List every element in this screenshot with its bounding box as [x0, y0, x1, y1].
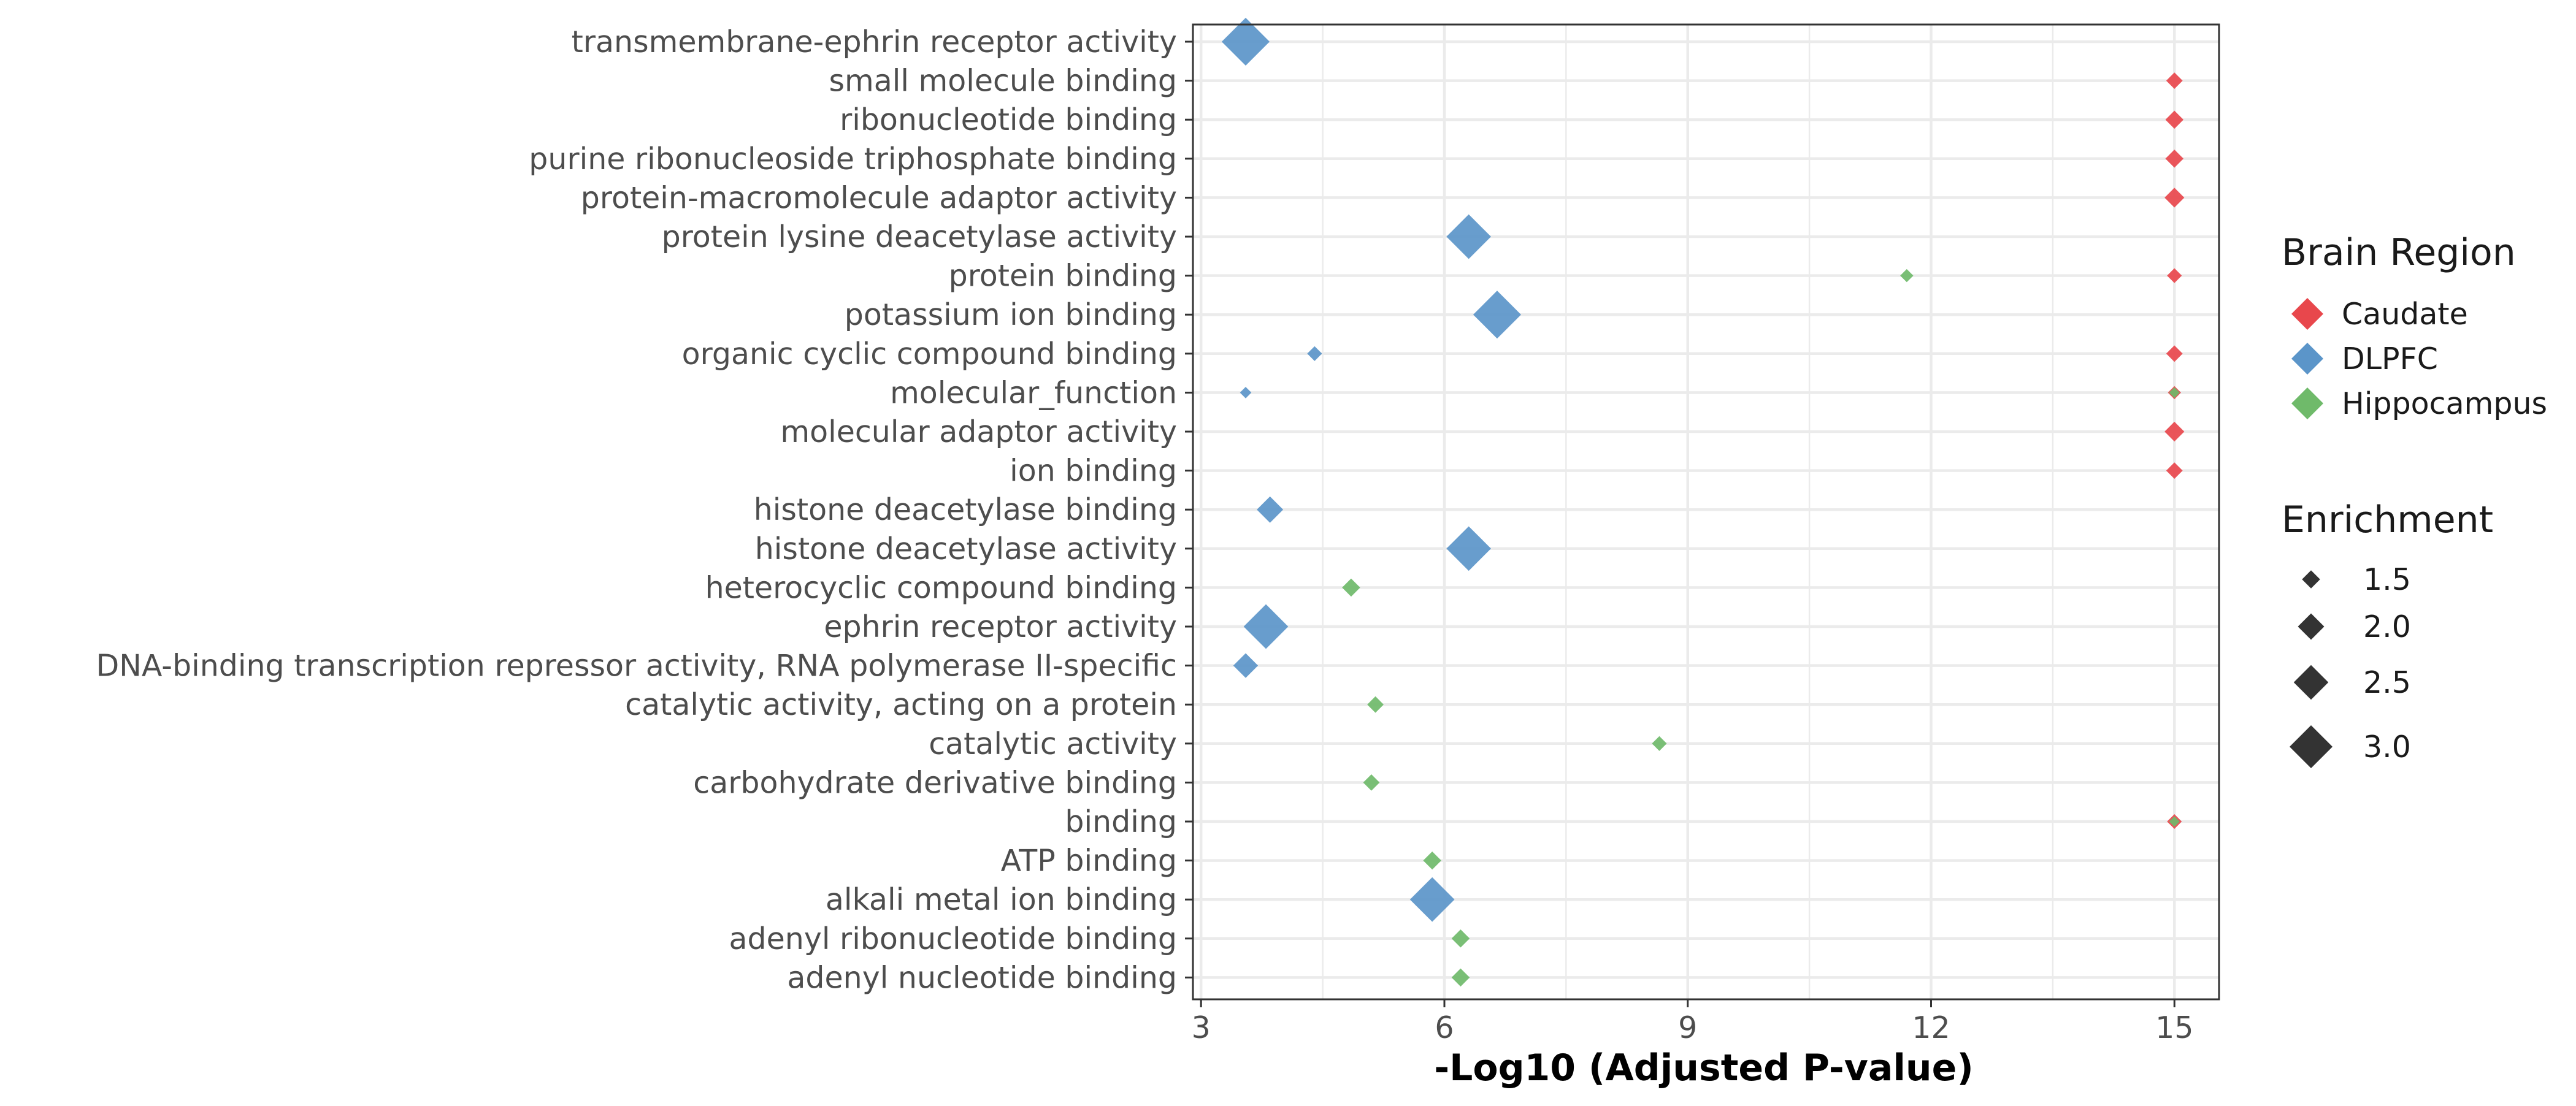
size-legend-label: 1.5 [2363, 562, 2411, 597]
y-tick-label: ephrin receptor activity [824, 609, 1177, 644]
point-caudate-purine-ribonucleoside-triphosphate-binding [2165, 150, 2184, 168]
point-hippocampus-atp-binding [1423, 851, 1441, 870]
y-tick-label: alkali metal ion binding [826, 882, 1177, 917]
point-dlpfc-potassium-ion-binding [1473, 291, 1521, 339]
y-tick-label: catalytic activity [929, 727, 1177, 761]
legend-key-dlpfc [2291, 343, 2323, 375]
color-legend-title: Brain Region [2282, 231, 2516, 274]
point-hippocampus-adenyl-ribonucleotide-binding [1451, 929, 1470, 948]
legend-label-dlpfc: DLPFC [2342, 341, 2438, 376]
point-hippocampus-catalytic-activity [1652, 736, 1667, 751]
point-caudate-molecular-adaptor-activity [2164, 421, 2185, 442]
point-caudate-small-molecule-binding [2166, 72, 2183, 89]
y-tick-label: catalytic activity, acting on a protein [625, 687, 1177, 722]
point-hippocampus-adenyl-nucleotide-binding [1451, 968, 1470, 987]
legend-key-caudate [2291, 298, 2323, 330]
grid [1193, 25, 2219, 999]
point-dlpfc-histone-deacetylase-activity [1446, 526, 1492, 571]
legend: Brain Region Enrichment Caudate DLPFC Hipp… [2282, 231, 2547, 768]
point-hippocampus-carbohydrate-derivative-binding [1363, 774, 1380, 791]
size-legend-key [2298, 613, 2325, 640]
point-dlpfc-molecular-function [1240, 387, 1252, 399]
point-caudate-ribonucleotide-binding [2165, 110, 2184, 129]
point-caudate-ion-binding [2166, 462, 2183, 479]
y-tick-label: transmembrane-ephrin receptor activity [572, 25, 1177, 59]
y-tick-label: adenyl nucleotide binding [787, 960, 1177, 995]
size-legend-key [2290, 725, 2333, 768]
legend-label-hippocampus: Hippocampus [2342, 386, 2547, 421]
y-tick-label: adenyl ribonucleotide binding [729, 921, 1177, 956]
point-dlpfc-dna-binding-transcription-repressor-activity-rna-polymerase-ii-specific [1233, 653, 1259, 678]
y-tick-label: histone deacetylase binding [754, 492, 1177, 527]
point-caudate-protein-macromolecule-adaptor-activity [2164, 188, 2185, 208]
x-axis-title: -Log10 (Adjusted P-value) [1434, 1047, 1974, 1089]
point-hippocampus-catalytic-activity-acting-on-a-protein [1367, 696, 1384, 713]
y-tick-label: histone deacetylase activity [755, 532, 1177, 566]
y-tick-label: purine ribonucleoside triphosphate bindi… [529, 142, 1177, 177]
axes: transmembrane-ephrin receptor activity sm… [96, 23, 2220, 1045]
y-tick-label: protein lysine deacetylase activity [662, 219, 1177, 254]
y-tick-label: carbohydrate derivative binding [693, 765, 1177, 800]
y-tick-label: molecular adaptor activity [780, 414, 1177, 449]
point-dlpfc-histone-deacetylase-binding [1257, 496, 1284, 523]
point-dlpfc-alkali-metal-ion-binding [1409, 877, 1455, 922]
y-tick-label: ion binding [1010, 454, 1177, 489]
x-tick-label: 12 [1912, 1010, 1950, 1045]
x-tick-label: 3 [1192, 1010, 1211, 1045]
y-tick-label: small molecule binding [829, 64, 1177, 99]
y-tick-label: DNA-binding transcription repressor acti… [96, 649, 1177, 684]
point-hippocampus-binding [2169, 816, 2180, 827]
size-legend-label: 2.0 [2363, 609, 2411, 644]
y-tick-label: binding [1065, 804, 1177, 839]
x-tick-label: 6 [1435, 1010, 1454, 1045]
y-tick-label: protein-macromolecule adaptor activity [581, 180, 1177, 215]
point-dlpfc-ephrin-receptor-activity [1243, 604, 1289, 649]
point-dlpfc-transmembrane-ephrin-receptor-activity [1221, 17, 1270, 66]
y-tick-label: molecular_function [890, 375, 1177, 410]
point-dlpfc-protein-lysine-deacetylase-activity [1446, 214, 1492, 259]
x-tick-label: 9 [1678, 1010, 1697, 1045]
y-tick-label: potassium ion binding [845, 297, 1177, 332]
y-tick-label: heterocyclic compound binding [705, 570, 1177, 605]
y-tick-label: ribonucleotide binding [840, 102, 1177, 137]
y-tick-label: ATP binding [1001, 844, 1177, 879]
point-hippocampus-heterocyclic-compound-binding [1342, 578, 1360, 597]
point-hippocampus-protein-binding [1900, 269, 1914, 283]
point-dlpfc-organic-cyclic-compound-binding [1307, 346, 1322, 361]
size-legend-key [2302, 570, 2320, 589]
point-caudate-protein-binding [2167, 268, 2182, 283]
point-hippocampus-molecular-function [2169, 387, 2180, 399]
y-tick-label: protein binding [949, 259, 1177, 294]
size-legend-key [2293, 665, 2329, 700]
plot-panel-border [1192, 23, 2220, 1001]
data-points [1221, 17, 2185, 987]
y-tick-label: organic cyclic compound binding [682, 337, 1177, 372]
size-legend-label: 3.0 [2363, 730, 2411, 765]
size-legend-title: Enrichment [2282, 498, 2493, 541]
point-caudate-organic-cyclic-compound-binding [2166, 345, 2183, 362]
legend-key-hippocampus [2291, 387, 2323, 419]
x-tick-label: 15 [2155, 1010, 2193, 1045]
size-legend-label: 2.5 [2363, 665, 2411, 700]
legend-label-caudate: Caudate [2342, 297, 2468, 332]
